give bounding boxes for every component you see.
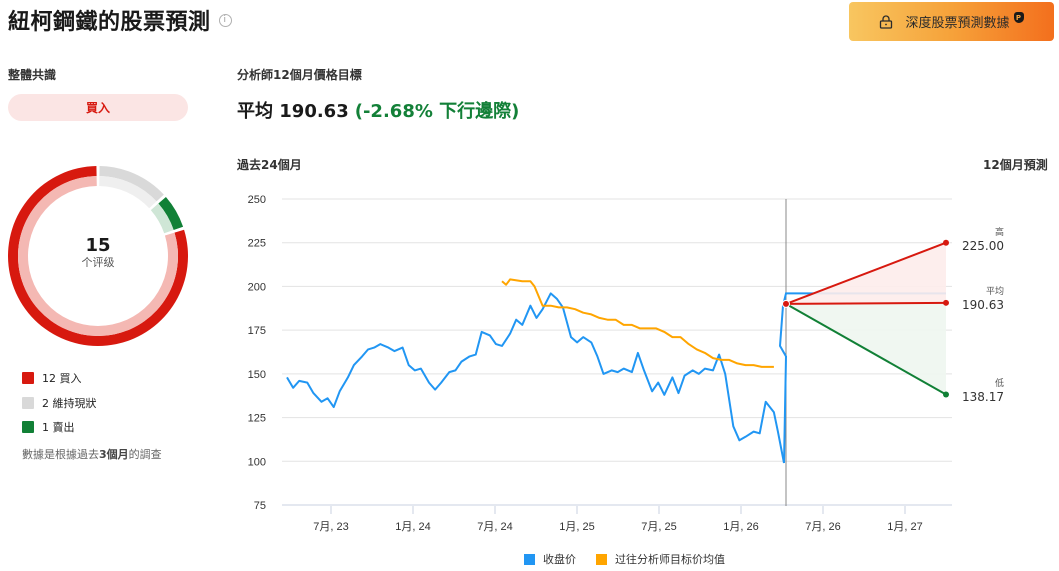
- svg-text:250: 250: [248, 194, 266, 206]
- consensus-label: 整體共識: [8, 68, 57, 82]
- footnote-prefix: 數據是根據過去: [22, 448, 99, 461]
- lock-icon: [880, 14, 893, 29]
- forecast-avg-tag: 平均 190.63: [944, 286, 1004, 312]
- ratings-legend: 12 買入 2 維持現狀 1 賣出: [22, 366, 97, 440]
- donut-center: 15 个评级: [8, 236, 188, 270]
- ratings-total-label: 个评级: [81, 256, 115, 269]
- page-title-text: 紐柯鋼鐵的股票預測: [8, 10, 211, 35]
- footnote-period: 3個月: [99, 448, 129, 461]
- past-period-label: 過去24個月: [237, 158, 302, 172]
- downside-percent: (-2.68% 下行邊際): [354, 101, 520, 122]
- svg-text:150: 150: [248, 369, 266, 381]
- svg-text:225: 225: [248, 238, 266, 250]
- price-target-label: 分析師12個月價格目標: [237, 68, 362, 82]
- svg-text:7月, 25: 7月, 25: [641, 521, 676, 533]
- survey-footnote: 數據是根據過去3個月的調查: [22, 446, 162, 462]
- forecast-avg-value: 190.63: [962, 298, 1004, 312]
- buy-swatch: [22, 372, 34, 385]
- legend-past-target-avg[interactable]: 过往分析师目标价均值: [596, 551, 725, 567]
- hold-swatch: [22, 396, 34, 409]
- svg-text:7月, 24: 7月, 24: [477, 521, 512, 533]
- svg-text:1月, 26: 1月, 26: [723, 521, 758, 533]
- legend-hold-label: 2 維持現狀: [42, 396, 97, 410]
- pro-shield-icon: P: [1013, 12, 1024, 23]
- svg-text:100: 100: [248, 456, 266, 468]
- premium-button-label: 深度股票預測數據: [905, 16, 1010, 31]
- page-title: 紐柯鋼鐵的股票預測 i: [8, 4, 232, 36]
- forecast-high-value: 225.00: [962, 239, 1004, 253]
- forecast-low-value: 138.17: [962, 390, 1004, 404]
- legend-item-hold: 2 維持現狀: [22, 391, 97, 416]
- premium-forecast-button[interactable]: 深度股票預測數據 P: [849, 2, 1054, 41]
- legend-closing-price[interactable]: 收盘价: [524, 551, 576, 567]
- svg-text:7月, 23: 7月, 23: [313, 521, 348, 533]
- past-target-label: 过往分析师目标价均值: [615, 553, 725, 566]
- legend-buy-label: 12 買入: [42, 372, 82, 386]
- svg-text:75: 75: [254, 500, 266, 512]
- closing-price-label: 收盘价: [543, 553, 576, 566]
- svg-text:1月, 25: 1月, 25: [559, 521, 594, 533]
- forecast-period-label: 12個月預測: [983, 158, 1048, 172]
- svg-text:125: 125: [248, 413, 266, 425]
- svg-text:1月, 24: 1月, 24: [395, 521, 430, 533]
- ratings-total: 15: [85, 235, 111, 256]
- ratings-donut-chart: [8, 166, 188, 346]
- forecast-high-key: 高: [994, 228, 1004, 238]
- sell-swatch: [22, 421, 34, 434]
- consensus-rating-badge: 買入: [8, 94, 188, 121]
- footnote-suffix: 的調查: [128, 448, 162, 461]
- forecast-low-tag: 低 138.17: [944, 378, 1004, 404]
- forecast-avg-key: 平均: [985, 287, 1004, 297]
- price-target-average: 平均 190.63 (-2.68% 下行邊際): [237, 97, 519, 123]
- chart-legend: 收盘价 过往分析师目标价均值: [524, 551, 745, 567]
- closing-price-swatch: [524, 553, 535, 565]
- info-circle-icon[interactable]: i: [218, 13, 232, 27]
- svg-text:7月, 26: 7月, 26: [805, 521, 840, 533]
- legend-item-sell: 1 賣出: [22, 415, 97, 440]
- svg-text:175: 175: [248, 325, 266, 337]
- forecast-low-key: 低: [994, 379, 1004, 389]
- svg-text:1月, 27: 1月, 27: [887, 521, 922, 533]
- svg-text:200: 200: [248, 281, 266, 293]
- legend-sell-label: 1 賣出: [42, 421, 75, 435]
- legend-item-buy: 12 買入: [22, 366, 97, 391]
- past-target-swatch: [596, 553, 607, 565]
- forecast-high-tag: 高 225.00: [944, 227, 1004, 253]
- average-target-value: 平均 190.63: [237, 101, 349, 122]
